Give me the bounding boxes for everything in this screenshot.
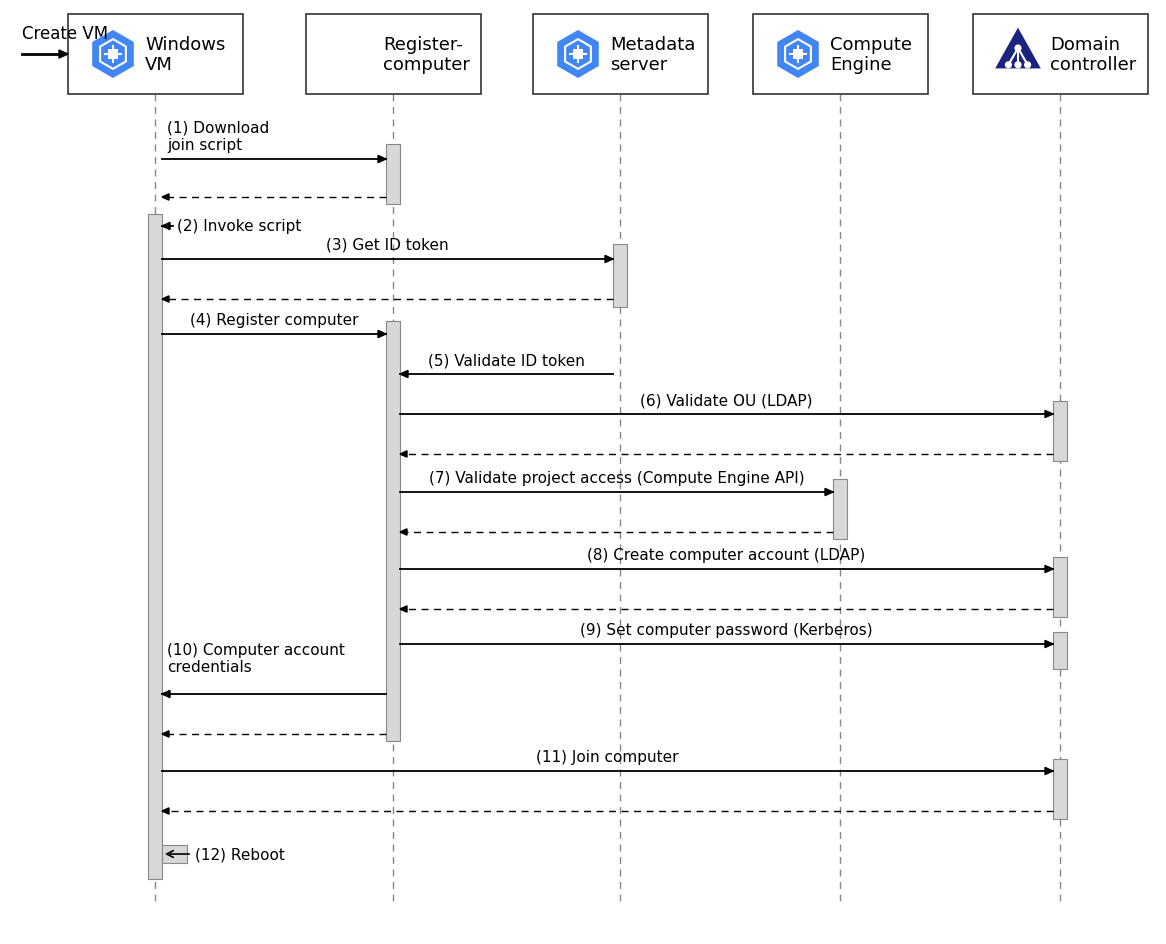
- Text: (12) Reboot: (12) Reboot: [195, 847, 285, 862]
- Text: (4) Register computer: (4) Register computer: [190, 312, 358, 328]
- Bar: [1053, 632, 1067, 669]
- Bar: [613, 244, 627, 308]
- Text: Metadata
server: Metadata server: [610, 36, 695, 75]
- Text: (7) Validate project access (Compute Engine API): (7) Validate project access (Compute Eng…: [429, 470, 805, 485]
- Text: (8) Create computer account (LDAP): (8) Create computer account (LDAP): [588, 548, 865, 563]
- Bar: [793, 50, 803, 60]
- Polygon shape: [1045, 767, 1053, 775]
- Polygon shape: [400, 371, 408, 379]
- Polygon shape: [1045, 641, 1053, 648]
- Polygon shape: [400, 451, 407, 458]
- Bar: [1053, 401, 1067, 462]
- Bar: [752, 15, 927, 95]
- Bar: [386, 322, 400, 741]
- Polygon shape: [1045, 565, 1053, 573]
- Text: Compute
Engine: Compute Engine: [830, 36, 912, 75]
- Text: (5) Validate ID token: (5) Validate ID token: [428, 353, 585, 367]
- Text: (2) Invoke script: (2) Invoke script: [177, 219, 301, 234]
- Polygon shape: [162, 691, 170, 698]
- Bar: [107, 50, 118, 60]
- Text: (6) Validate OU (LDAP): (6) Validate OU (LDAP): [640, 393, 813, 408]
- Bar: [68, 15, 243, 95]
- Bar: [833, 480, 847, 539]
- Polygon shape: [996, 28, 1041, 69]
- Polygon shape: [378, 331, 386, 338]
- Bar: [1053, 759, 1067, 819]
- Text: (9) Set computer password (Kerberos): (9) Set computer password (Kerberos): [581, 622, 873, 637]
- Polygon shape: [778, 31, 819, 79]
- Circle shape: [1005, 63, 1011, 69]
- Text: Register-
computer: Register- computer: [382, 36, 470, 75]
- Bar: [533, 15, 708, 95]
- Polygon shape: [378, 157, 386, 163]
- Text: Create VM: Create VM: [22, 25, 108, 43]
- Polygon shape: [162, 731, 169, 737]
- Polygon shape: [557, 31, 599, 79]
- Bar: [305, 15, 480, 95]
- Polygon shape: [826, 489, 833, 497]
- Bar: [573, 50, 583, 60]
- Bar: [972, 15, 1147, 95]
- Bar: [148, 215, 162, 879]
- Text: (3) Get ID token: (3) Get ID token: [326, 238, 449, 253]
- Polygon shape: [400, 530, 407, 535]
- Text: (1) Download
join script: (1) Download join script: [167, 121, 269, 153]
- Polygon shape: [92, 31, 134, 79]
- Polygon shape: [1045, 411, 1053, 418]
- Polygon shape: [162, 808, 169, 815]
- Polygon shape: [162, 296, 169, 303]
- Polygon shape: [400, 606, 407, 613]
- Circle shape: [1016, 63, 1021, 69]
- Bar: [1053, 557, 1067, 617]
- Text: Windows
VM: Windows VM: [145, 36, 225, 75]
- Polygon shape: [162, 223, 170, 230]
- Circle shape: [1016, 46, 1021, 52]
- Polygon shape: [162, 194, 169, 201]
- Text: Domain
controller: Domain controller: [1051, 36, 1136, 75]
- Bar: [386, 144, 400, 205]
- Text: (10) Computer account
credentials: (10) Computer account credentials: [167, 642, 345, 674]
- Circle shape: [1025, 63, 1031, 69]
- Text: (11) Join computer: (11) Join computer: [536, 750, 679, 765]
- Polygon shape: [59, 51, 68, 59]
- Polygon shape: [605, 256, 613, 263]
- Bar: [162, 845, 187, 863]
